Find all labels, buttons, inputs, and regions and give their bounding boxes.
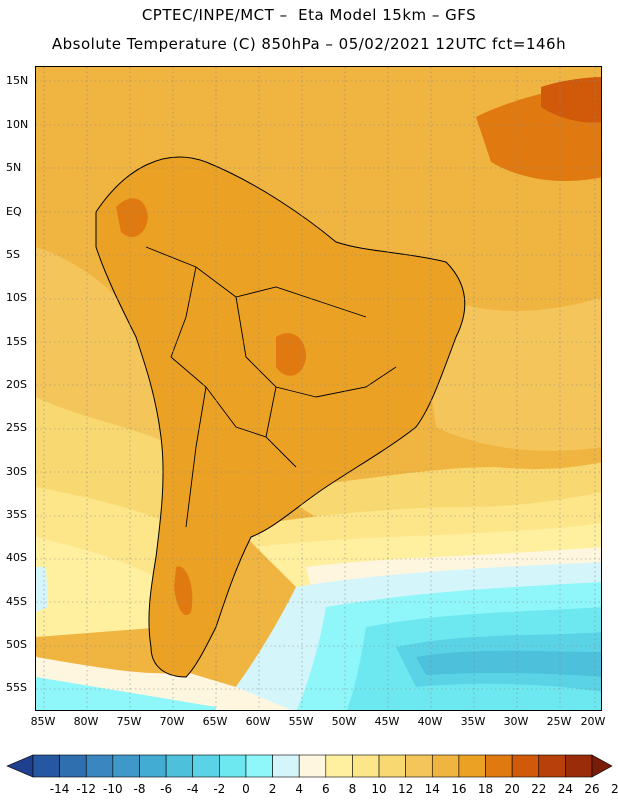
field-t10-west: [36, 537, 166, 637]
colorbar-cell: [325, 754, 353, 778]
lat-label: 10N: [6, 118, 29, 131]
lat-label: 5N: [6, 161, 22, 174]
lon-label: 40W: [417, 715, 443, 728]
lon-label: 85W: [30, 715, 56, 728]
colorbar-cell: [112, 754, 140, 778]
colorbar-cell: [85, 754, 114, 778]
field-t24-northeast: [541, 77, 601, 123]
colorbar-tick-label: -14: [49, 782, 70, 796]
colorbar-tick-label: -12: [76, 782, 97, 796]
colorbar-cell: [219, 754, 247, 778]
colorbar-arrow-low: [6, 754, 34, 778]
field-t16-east: [416, 287, 601, 451]
lat-label: 25S: [6, 421, 27, 434]
colorbar-tick-label: 6: [321, 782, 330, 796]
field-tm2: [416, 650, 601, 677]
colorbar-cell: [565, 754, 593, 778]
field-t4-south: [36, 677, 216, 710]
lon-label: 20W: [580, 715, 606, 728]
colorbar-cell: [32, 754, 60, 778]
graticule: [36, 67, 601, 710]
field-t6-west: [36, 567, 48, 612]
lon-label: 55W: [288, 715, 314, 728]
lat-label: 55S: [6, 681, 27, 694]
colorbar-tick-label: 12: [398, 782, 414, 796]
colorbar-tick-label: 10: [371, 782, 387, 796]
colorbar-cell: [352, 754, 380, 778]
colorbar-arrow-high: [591, 754, 613, 778]
colorbar-tick-label: -4: [186, 782, 199, 796]
colorbar-tick-label: 28: [610, 782, 618, 796]
colorbar-cell: [139, 754, 167, 778]
colorbar-tick-label: 18: [477, 782, 494, 796]
lon-label: 60W: [245, 715, 271, 728]
lat-label: 50S: [6, 638, 27, 651]
colorbar-tick-label: 22: [531, 782, 547, 796]
spot-t22-brasilia: [276, 333, 306, 376]
colorbar: [6, 754, 613, 778]
lon-label: 65W: [202, 715, 228, 728]
colorbar-tick-label: -6: [160, 782, 173, 796]
colorbar-cell: [59, 754, 87, 778]
lon-label: 75W: [116, 715, 142, 728]
lat-label: 30S: [6, 465, 27, 478]
continent-t20: [96, 157, 465, 677]
colorbar-cell: [272, 754, 300, 778]
colorbar-tick-label: 26: [584, 782, 600, 796]
colorbar-cell: [538, 754, 566, 778]
colorbar-tick-label: 2: [268, 782, 277, 796]
lon-label: 70W: [159, 715, 185, 728]
lat-label: 5S: [6, 248, 20, 261]
country-borders: [145, 246, 397, 528]
lon-label: 35W: [460, 715, 486, 728]
temperature-map[interactable]: [35, 66, 602, 711]
lat-label: EQ: [6, 205, 22, 218]
lat-label: 15S: [6, 335, 27, 348]
colorbar-cell: [511, 754, 540, 778]
spot-t22-patagonia: [174, 566, 193, 616]
colorbar-tick-label: 14: [424, 782, 440, 796]
lon-label: 30W: [503, 715, 529, 728]
colorbar-tick-label: 16: [451, 782, 467, 796]
colorbar-tick-label: 20: [504, 782, 520, 796]
colorbar-tick-label: 0: [242, 782, 250, 796]
colorbar-cell: [298, 754, 327, 778]
colorbar-cell: [245, 754, 273, 778]
lat-label: 20S: [6, 378, 27, 391]
lon-label: 45W: [374, 715, 400, 728]
colorbar-tick-label: -10: [103, 782, 123, 796]
lat-label: 40S: [6, 551, 27, 564]
spot-t22-colombia: [116, 198, 148, 237]
lon-label: 80W: [73, 715, 99, 728]
colorbar-cell: [192, 754, 220, 778]
chart-subtitle: Absolute Temperature (C) 850hPa – 05/02/…: [51, 35, 567, 53]
colorbar-tick-label: -2: [213, 782, 226, 796]
lat-label: 45S: [6, 595, 27, 608]
coastline: [95, 156, 466, 678]
colorbar-cell: [378, 754, 406, 778]
lat-label: 35S: [6, 508, 27, 521]
lat-label: 15N: [6, 74, 29, 87]
lat-label: 10S: [6, 291, 27, 304]
colorbar-tick-label: 4: [295, 782, 303, 796]
chart-title: CPTEC/INPE/MCT – Eta Model 15km – GFS: [141, 6, 477, 24]
colorbar-cell: [485, 754, 513, 778]
map-canvas: [36, 67, 601, 710]
lon-label: 50W: [331, 715, 357, 728]
colorbar-cell: [405, 754, 433, 778]
colorbar-tick-label: 8: [348, 782, 357, 796]
lon-label: 25W: [546, 715, 572, 728]
colorbar-tick-label: 24: [557, 782, 574, 796]
colorbar-cell: [458, 754, 486, 778]
colorbar-cell: [165, 754, 194, 778]
colorbar-tick-label: -8: [133, 782, 146, 796]
colorbar-cell: [431, 754, 460, 778]
